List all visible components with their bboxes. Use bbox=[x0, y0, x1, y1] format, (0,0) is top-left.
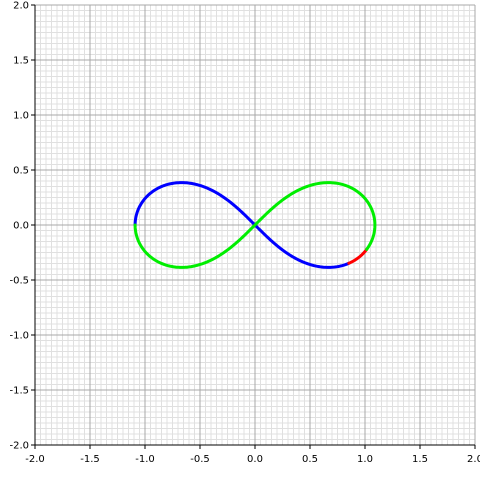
y-tick-label: -2.0 bbox=[9, 441, 29, 452]
y-tick-label: 1.5 bbox=[13, 56, 29, 67]
x-tick-label: 1.5 bbox=[412, 454, 428, 465]
curve-series bbox=[133, 181, 377, 269]
x-tick-label: -2.0 bbox=[25, 454, 45, 465]
x-tick-label: 1.0 bbox=[357, 454, 373, 465]
y-tick-label: 0.0 bbox=[13, 221, 29, 232]
y-tick-label: -1.0 bbox=[9, 331, 29, 342]
y-tick-label: 1.0 bbox=[13, 111, 29, 122]
x-tick-label: 2.0 bbox=[467, 454, 480, 465]
y-tick-label: 0.5 bbox=[13, 166, 29, 177]
curve-green-left-lower bbox=[133, 223, 257, 269]
y-tick-label: -1.5 bbox=[9, 386, 29, 397]
curve-green-right bbox=[253, 181, 377, 251]
x-tick-label: -1.0 bbox=[135, 454, 155, 465]
x-tick-label: -1.5 bbox=[80, 454, 100, 465]
x-tick-label: 0.0 bbox=[247, 454, 263, 465]
x-tick-label: 0.5 bbox=[302, 454, 318, 465]
y-tick-label: 2.0 bbox=[13, 1, 29, 12]
x-tick-label: -0.5 bbox=[190, 454, 210, 465]
curve-blue-left-upper bbox=[133, 181, 257, 227]
curve-red-segment bbox=[347, 247, 369, 265]
curve-blue-right-lower bbox=[253, 223, 351, 269]
y-tick-label: -0.5 bbox=[9, 276, 29, 287]
tick-labels: -2.0 -1.5 -1.0 -0.5 0.0 0.5 1.0 1.5 2.0 2.0 1.5 1.0… bbox=[9, 1, 480, 466]
